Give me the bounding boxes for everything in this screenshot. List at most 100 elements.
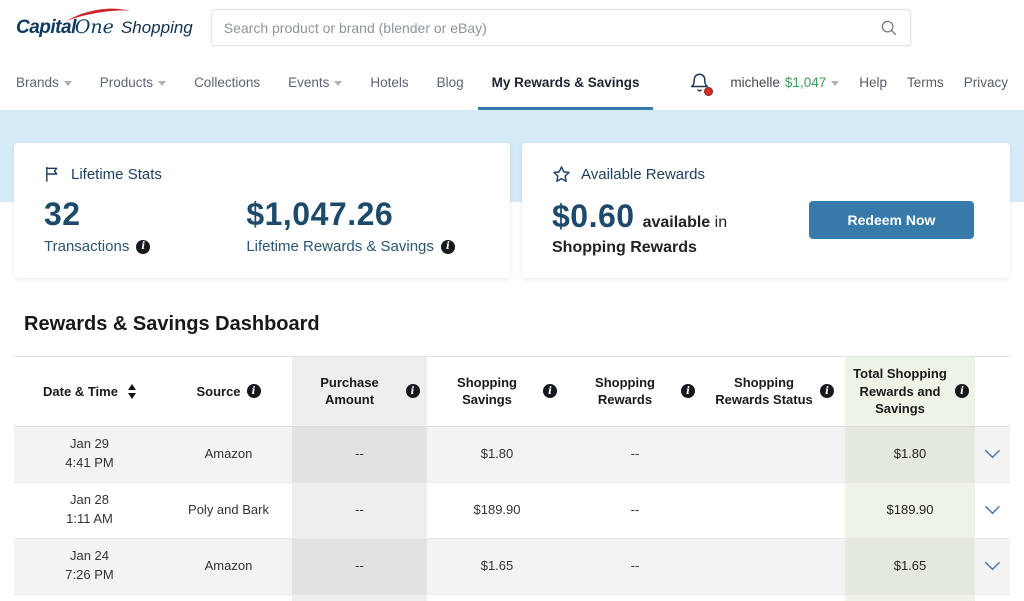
cell-shopping-savings: $189.90 bbox=[427, 483, 567, 538]
column-header-total-rewards-savings: Total Shopping Rewards and Savings i bbox=[845, 357, 975, 426]
notifications-bell-button[interactable] bbox=[689, 72, 710, 94]
chevron-down-icon bbox=[158, 81, 166, 86]
nav-left: Brands Products Collections Events Hotel… bbox=[16, 55, 653, 110]
nav-item-products[interactable]: Products bbox=[86, 55, 180, 110]
chevron-down-icon bbox=[985, 505, 1000, 515]
expand-row-button[interactable] bbox=[975, 483, 1010, 538]
cell-purchase-amount: -- bbox=[292, 483, 427, 538]
nav-label: Blog bbox=[437, 75, 464, 90]
info-icon[interactable]: i bbox=[406, 384, 420, 398]
column-label: Source bbox=[196, 383, 240, 401]
column-label: Purchase Amount bbox=[300, 374, 400, 409]
nav-item-my-rewards-savings[interactable]: My Rewards & Savings bbox=[478, 55, 654, 110]
nav-label: My Rewards & Savings bbox=[492, 75, 640, 90]
info-icon[interactable]: i bbox=[820, 384, 834, 398]
column-label: Shopping Rewards bbox=[575, 374, 675, 409]
rewards-account-name: Shopping Rewards bbox=[552, 238, 727, 258]
capital-one-shopping-logo[interactable]: CapitalOne Shopping bbox=[16, 16, 193, 39]
info-icon[interactable]: i bbox=[136, 240, 150, 254]
column-label: Date & Time bbox=[43, 383, 118, 401]
nav-item-blog[interactable]: Blog bbox=[423, 55, 478, 110]
dashboard-title: Rewards & Savings Dashboard bbox=[24, 313, 1024, 341]
cell-date-time: Jan 294:41 PM bbox=[14, 427, 165, 482]
lifetime-rewards-label: Lifetime Rewards & Savings bbox=[246, 238, 434, 255]
user-account-menu[interactable]: michelle $1,047 bbox=[730, 75, 839, 90]
search-bar bbox=[211, 9, 911, 46]
nav-label: Events bbox=[288, 75, 329, 90]
info-icon[interactable]: i bbox=[543, 384, 557, 398]
table-row: Jan 294:41 PM Amazon -- $1.80 -- $1.80 bbox=[14, 427, 1010, 483]
info-icon[interactable]: i bbox=[681, 384, 695, 398]
nav-label: Products bbox=[100, 75, 153, 90]
logo-swoosh-icon bbox=[66, 7, 132, 23]
nav-link-help[interactable]: Help bbox=[859, 75, 887, 90]
hero-section: Lifetime Stats 32 Transactions i $1,047.… bbox=[0, 110, 1024, 295]
transactions-value: 32 bbox=[44, 197, 150, 232]
cell-shopping-savings: $1.80 bbox=[427, 427, 567, 482]
info-icon[interactable]: i bbox=[441, 240, 455, 254]
table-header-row: Date & Time Source i Purchase Amount i S… bbox=[14, 356, 1010, 427]
cell-shopping-rewards: -- bbox=[567, 483, 703, 538]
notification-badge bbox=[704, 87, 713, 96]
nav-item-collections[interactable]: Collections bbox=[180, 55, 274, 110]
chevron-down-icon bbox=[334, 81, 342, 86]
column-header-shopping-rewards-status: Shopping Rewards Status i bbox=[703, 357, 845, 426]
nav-right: michelle $1,047 Help Terms Privacy bbox=[689, 55, 1008, 110]
user-balance: $1,047 bbox=[785, 75, 826, 90]
column-label: Shopping Rewards Status bbox=[714, 374, 814, 409]
chevron-down-icon bbox=[985, 561, 1000, 571]
transactions-label: Transactions bbox=[44, 238, 129, 255]
available-rewards-header: Available Rewards bbox=[552, 165, 980, 184]
rewards-amount: $0.60 bbox=[552, 198, 635, 234]
lifetime-rewards-value: $1,047.26 bbox=[246, 197, 455, 232]
search-input[interactable] bbox=[224, 20, 880, 36]
nav-item-hotels[interactable]: Hotels bbox=[356, 55, 422, 110]
available-rewards-card: Available Rewards $0.60 available in Shop… bbox=[522, 143, 1010, 278]
available-rewards-title: Available Rewards bbox=[581, 166, 705, 183]
redeem-now-button[interactable]: Redeem Now bbox=[809, 201, 974, 239]
column-header-purchase-amount: Purchase Amount i bbox=[292, 357, 427, 426]
info-icon[interactable]: i bbox=[247, 384, 261, 398]
column-header-shopping-rewards: Shopping Rewards i bbox=[567, 357, 703, 426]
cell-total: $1.65 bbox=[845, 539, 975, 594]
column-label: Shopping Savings bbox=[437, 374, 537, 409]
rewards-table: Date & Time Source i Purchase Amount i S… bbox=[14, 356, 1010, 601]
rewards-amount-text: $0.60 available in Shopping Rewards bbox=[552, 196, 727, 258]
column-label: Total Shopping Rewards and Savings bbox=[851, 365, 949, 418]
in-word: in bbox=[715, 214, 727, 231]
top-bar: CapitalOne Shopping bbox=[0, 0, 1024, 55]
nav-label: Hotels bbox=[370, 75, 408, 90]
column-header-shopping-savings: Shopping Savings i bbox=[427, 357, 567, 426]
nav-item-events[interactable]: Events bbox=[274, 55, 356, 110]
nav-link-terms[interactable]: Terms bbox=[907, 75, 944, 90]
flag-icon bbox=[44, 165, 61, 183]
expand-row-button[interactable] bbox=[975, 539, 1010, 594]
nav-link-privacy[interactable]: Privacy bbox=[964, 75, 1008, 90]
cell-total: $189.90 bbox=[845, 483, 975, 538]
cell-shopping-rewards-status bbox=[703, 539, 845, 594]
info-icon[interactable]: i bbox=[955, 384, 969, 398]
cell-date-time: Jan 247:26 PM bbox=[14, 539, 165, 594]
cell-shopping-rewards: -- bbox=[567, 427, 703, 482]
search-icon[interactable] bbox=[880, 19, 898, 37]
lifetime-stats-card: Lifetime Stats 32 Transactions i $1,047.… bbox=[14, 143, 510, 278]
column-header-date-time[interactable]: Date & Time bbox=[14, 357, 165, 426]
cell-shopping-rewards-status bbox=[703, 483, 845, 538]
chevron-down-icon bbox=[831, 81, 839, 86]
transactions-stat: 32 Transactions i bbox=[44, 197, 150, 255]
available-word: available bbox=[643, 214, 711, 231]
lifetime-rewards-stat: $1,047.26 Lifetime Rewards & Savings i bbox=[246, 197, 455, 255]
user-name: michelle bbox=[730, 75, 780, 90]
sort-icon[interactable] bbox=[128, 384, 136, 399]
nav-item-brands[interactable]: Brands bbox=[16, 55, 86, 110]
expand-row-button[interactable] bbox=[975, 427, 1010, 482]
table-row-partial bbox=[14, 595, 1010, 601]
table-row: Jan 281:11 AM Poly and Bark -- $189.90 -… bbox=[14, 483, 1010, 539]
cell-date-time: Jan 281:11 AM bbox=[14, 483, 165, 538]
cell-total: $1.80 bbox=[845, 427, 975, 482]
lifetime-stats-title: Lifetime Stats bbox=[71, 166, 162, 183]
nav-bar: Brands Products Collections Events Hotel… bbox=[0, 55, 1024, 110]
cell-source: Amazon bbox=[165, 427, 292, 482]
star-icon bbox=[552, 165, 571, 184]
table-row: Jan 247:26 PM Amazon -- $1.65 -- $1.65 bbox=[14, 539, 1010, 595]
